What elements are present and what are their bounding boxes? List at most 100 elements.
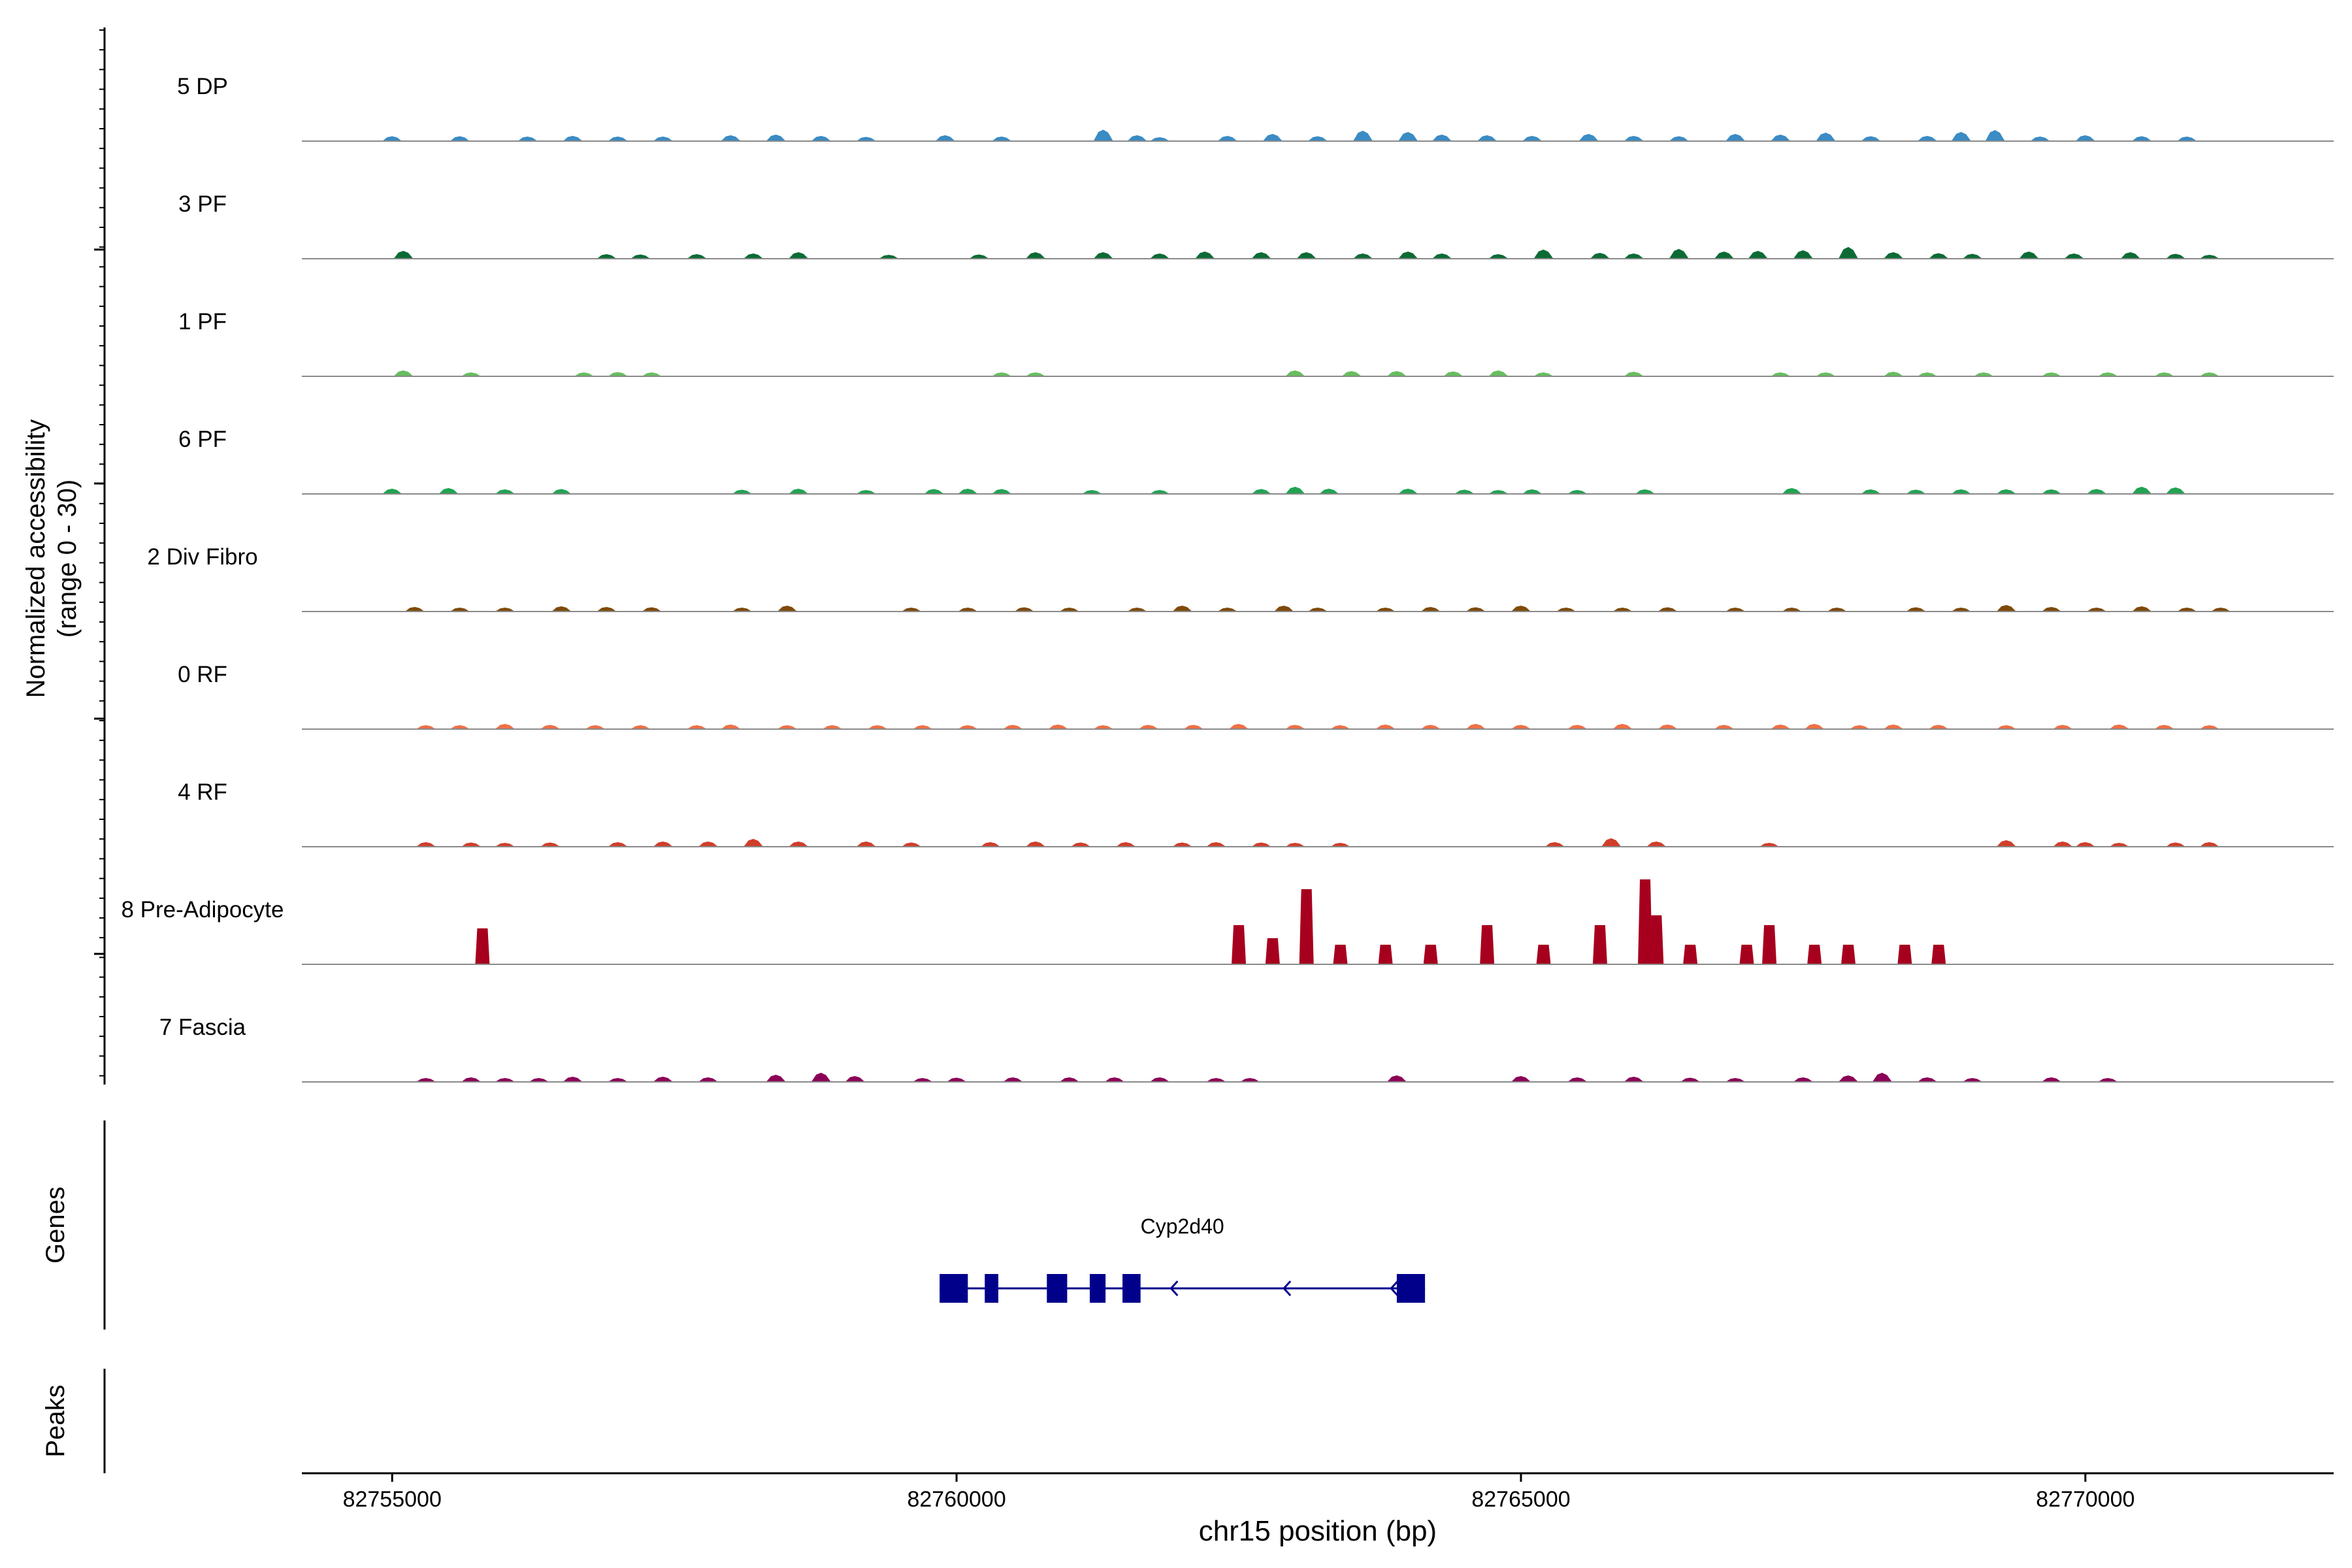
gene-track: Cyp2d40 bbox=[939, 1215, 1426, 1303]
track-label: 2 Div Fibro bbox=[147, 544, 257, 570]
coverage-peak bbox=[1229, 724, 1249, 729]
coverage-peak bbox=[1003, 1077, 1023, 1082]
coverage-peak bbox=[551, 489, 572, 494]
coverage-peak bbox=[540, 842, 561, 847]
coverage-peak bbox=[1251, 252, 1271, 259]
coverage-peak bbox=[1014, 607, 1034, 612]
coverage-peak bbox=[1567, 1077, 1588, 1082]
coverage-peak bbox=[1308, 608, 1328, 612]
strand-arrow bbox=[1282, 1280, 1292, 1297]
coverage-peak bbox=[1341, 371, 1362, 376]
coverage-peak bbox=[1897, 945, 1912, 964]
coverage-peak bbox=[2064, 253, 2084, 259]
coverage-peak bbox=[823, 725, 843, 729]
coverage-peak bbox=[721, 725, 741, 729]
coverage-peak bbox=[1782, 608, 1802, 612]
x-axis-label: chr15 position (bp) bbox=[1199, 1515, 1437, 1547]
coverage-peak bbox=[1386, 371, 1407, 376]
coverage-peak bbox=[2087, 489, 2107, 494]
coverage-peak bbox=[1669, 249, 1689, 259]
coverage-peak bbox=[1522, 489, 1543, 494]
coverage-peak bbox=[1985, 130, 2005, 141]
coverage-peak bbox=[935, 135, 955, 141]
coverage-peak bbox=[1533, 250, 1554, 259]
coverage-peak bbox=[1299, 889, 1314, 964]
coverage-peak bbox=[1536, 945, 1551, 964]
coverage-peak bbox=[924, 489, 944, 494]
coverage-peak bbox=[2199, 255, 2219, 259]
coverage-peak bbox=[1398, 132, 1418, 141]
coverage-peak bbox=[1443, 371, 1463, 376]
coverage-peak bbox=[2053, 725, 2073, 729]
coverage-peak bbox=[1026, 252, 1046, 259]
coverage-peak bbox=[608, 372, 628, 376]
coverage-peak bbox=[1465, 607, 1486, 612]
coverage-peak bbox=[1375, 608, 1396, 612]
coverage-peak bbox=[743, 839, 764, 847]
coverage-peak bbox=[2177, 137, 2197, 141]
coverage-peak bbox=[1612, 724, 1633, 729]
coverage-peak bbox=[1918, 1077, 1937, 1082]
coverage-peak bbox=[2121, 252, 2140, 259]
coverage-peak bbox=[449, 136, 470, 141]
coverage-peak bbox=[1003, 725, 1023, 729]
strand-arrow bbox=[1169, 1280, 1179, 1297]
coverage-peak bbox=[1386, 1075, 1407, 1082]
coverage-peak bbox=[789, 489, 809, 494]
coverage-peak bbox=[766, 135, 786, 141]
coverage-peak bbox=[1649, 915, 1664, 964]
track-1-pf: 1 PF bbox=[178, 309, 2334, 377]
track-label: 3 PF bbox=[178, 191, 227, 217]
coverage-peak bbox=[1093, 725, 1113, 729]
coverage-peak bbox=[1963, 253, 1983, 259]
coverage-peak bbox=[1963, 1078, 1983, 1082]
coverage-peak bbox=[1841, 945, 1856, 964]
coverage-peak bbox=[630, 725, 651, 729]
coverage-peak bbox=[1805, 724, 1825, 729]
coverage-peak bbox=[732, 489, 752, 494]
gene-name: Cyp2d40 bbox=[1141, 1215, 1224, 1238]
coverage-peak bbox=[1590, 253, 1610, 259]
coverage-peak bbox=[1838, 247, 1859, 259]
coverage-peak bbox=[1861, 489, 1881, 494]
coverage-peak bbox=[1996, 725, 2016, 729]
coverage-peak bbox=[2053, 841, 2073, 847]
coverage-peak bbox=[1353, 131, 1373, 141]
coverage-peak bbox=[1172, 842, 1192, 847]
coverage-peak bbox=[1748, 251, 1768, 259]
coverage-peak bbox=[1683, 945, 1698, 964]
coverage-peak bbox=[540, 725, 561, 729]
coverage-peak bbox=[551, 606, 572, 612]
x-tick-label: 82770000 bbox=[2036, 1487, 2134, 1512]
gene-exon bbox=[1047, 1274, 1068, 1303]
coverage-peak bbox=[382, 136, 402, 141]
coverage-peak bbox=[1771, 372, 1791, 376]
coverage-peak bbox=[1330, 725, 1350, 729]
coverage-peak bbox=[1771, 135, 1791, 141]
track-4-rf: 4 RF bbox=[178, 779, 2334, 847]
coverage-peak bbox=[1951, 608, 1971, 612]
coverage-peak bbox=[992, 137, 1012, 141]
coverage-peak bbox=[2199, 842, 2219, 847]
coverage-peak bbox=[1793, 1077, 1813, 1082]
coverage-peak bbox=[1059, 608, 1079, 612]
coverage-peak bbox=[2030, 137, 2050, 141]
coverage-peak bbox=[811, 136, 831, 141]
coverage-peak bbox=[529, 1078, 549, 1082]
coverage-peak bbox=[1635, 489, 1656, 494]
coverage-peak bbox=[1762, 925, 1777, 964]
coverage-peak bbox=[1624, 136, 1644, 141]
coverage-peak bbox=[1782, 488, 1802, 494]
track-2-div-fibro: 2 Div Fibro bbox=[147, 544, 2334, 612]
track-5-dp: 5 DP bbox=[177, 74, 2334, 142]
coverage-peak bbox=[1624, 372, 1644, 376]
coverage-peak bbox=[1578, 134, 1599, 141]
coverage-peak bbox=[2075, 135, 2095, 141]
coverage-peak bbox=[732, 608, 752, 612]
coverage-peak bbox=[879, 255, 899, 259]
coverage-peak bbox=[461, 372, 482, 376]
coverage-peak bbox=[1929, 725, 1949, 729]
coverage-peak bbox=[687, 254, 707, 259]
coverage-peak bbox=[449, 725, 470, 729]
coverage-peak bbox=[958, 608, 978, 612]
